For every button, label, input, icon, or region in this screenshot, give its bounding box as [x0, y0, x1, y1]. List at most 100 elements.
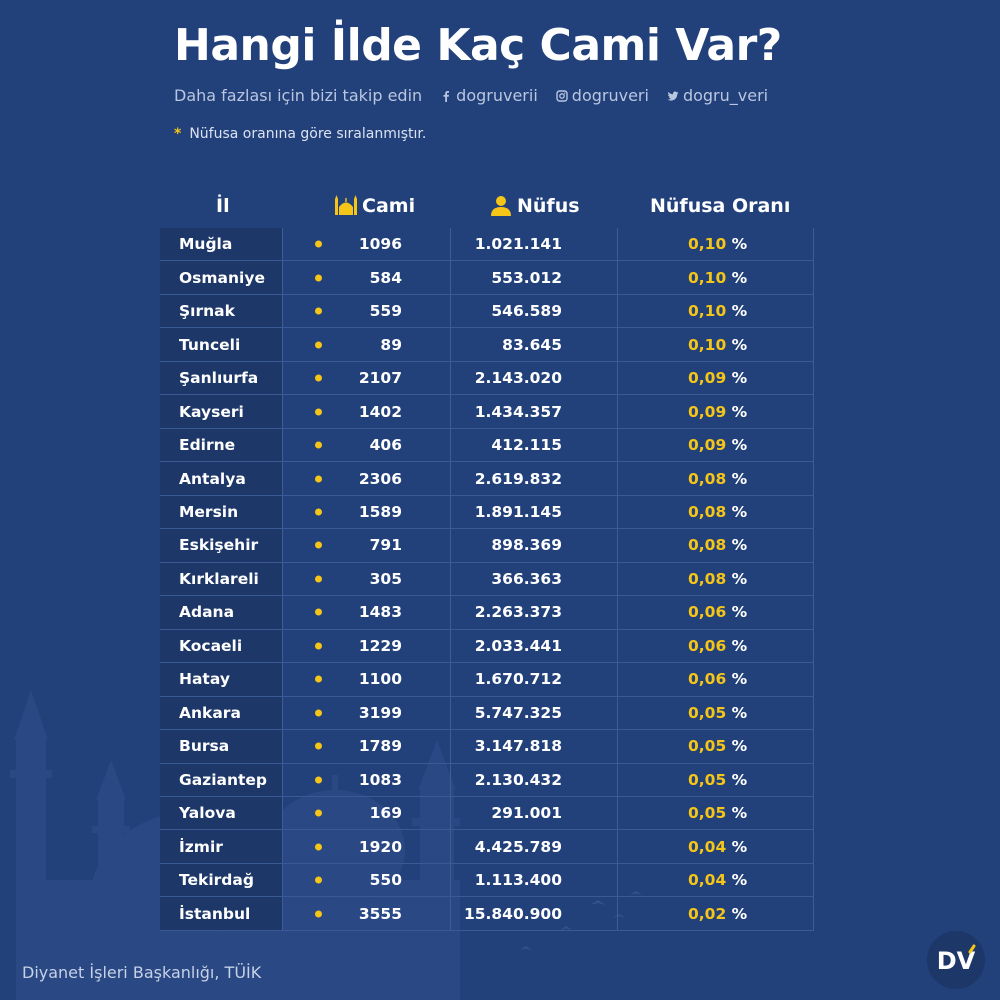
cell-oran-value: 0,08 — [688, 502, 727, 521]
cell-oran-value: 0,10 — [688, 335, 727, 354]
facebook-link[interactable]: dogruverii — [440, 86, 538, 105]
cell-cami: 1789 — [358, 737, 402, 756]
table-row: Adana 1483 2.263.373 0,06 % — [160, 596, 814, 630]
cell-oran-percent: % — [731, 837, 748, 856]
person-icon — [491, 196, 511, 216]
cell-oran-percent: % — [731, 235, 748, 254]
cell-cami: 169 — [369, 804, 402, 823]
cell-il: Hatay — [179, 670, 230, 689]
table-row: Bursa 1789 3.147.818 0,05 % — [160, 730, 814, 764]
cell-nufus: 898.369 — [491, 536, 562, 555]
cell-il: Edirne — [179, 436, 236, 455]
cell-nufus: 3.147.818 — [474, 737, 562, 756]
table-rows: Muğla 1096 1.021.141 0,10 % Osmaniye 584 553.0… — [160, 228, 814, 931]
twitter-handle: dogru_veri — [682, 86, 769, 105]
cell-oran: 0,06 % — [688, 603, 747, 621]
cell-nufus: 2.263.373 — [474, 603, 562, 622]
cell-oran-percent: % — [731, 737, 748, 756]
table-row: Eskişehir 791 898.369 0,08 % — [160, 529, 814, 563]
cell-oran: 0,04 % — [688, 838, 747, 856]
column-header-nufus-label: Nüfus — [517, 195, 580, 217]
row-dot-icon — [315, 307, 322, 315]
column-divider — [450, 228, 451, 931]
row-dot-icon — [315, 742, 322, 750]
cell-oran: 0,09 % — [688, 436, 747, 454]
row-dot-icon — [315, 541, 322, 549]
cell-cami: 2107 — [358, 369, 402, 388]
cell-cami: 1100 — [358, 670, 402, 689]
cell-oran-value: 0,06 — [688, 636, 727, 655]
cell-oran-percent: % — [731, 636, 748, 655]
twitter-link[interactable]: dogru_veri — [667, 86, 768, 105]
cell-oran-value: 0,02 — [688, 904, 727, 923]
table-row: Edirne 406 412.115 0,09 % — [160, 429, 814, 463]
cell-oran-percent: % — [731, 302, 748, 321]
cell-oran-value: 0,05 — [688, 737, 727, 756]
cell-nufus: 5.747.325 — [474, 703, 562, 722]
row-dot-icon — [315, 575, 322, 583]
instagram-handle: dogruveri — [571, 86, 649, 105]
twitter-icon — [667, 91, 679, 101]
cell-il: Antalya — [179, 469, 246, 488]
cell-oran-percent: % — [731, 904, 748, 923]
row-dot-icon — [315, 608, 322, 616]
cell-oran-value: 0,08 — [688, 469, 727, 488]
cell-il: Yalova — [179, 804, 236, 823]
table-row: Kayseri 1402 1.434.357 0,09 % — [160, 395, 814, 429]
cell-cami: 1229 — [358, 636, 402, 655]
row-dot-icon — [315, 274, 322, 282]
cell-oran-percent: % — [731, 369, 748, 388]
source-credit: Diyanet İşleri Başkanlığı, TÜİK — [22, 963, 262, 982]
follow-bar: Daha fazlası için bizi takip edin dogruv… — [174, 86, 814, 105]
row-dot-icon — [315, 441, 322, 449]
column-header-nufus: Nüfus — [489, 188, 580, 224]
cell-oran: 0,08 % — [688, 503, 747, 521]
cell-oran-value: 0,10 — [688, 302, 727, 321]
row-dot-icon — [315, 475, 322, 483]
cell-oran: 0,09 % — [688, 403, 747, 421]
cell-il: Tunceli — [179, 335, 241, 354]
table-row: Antalya 2306 2.619.832 0,08 % — [160, 462, 814, 496]
cell-cami: 584 — [369, 268, 402, 287]
data-table: Muğla 1096 1.021.141 0,10 % Osmaniye 584 553.0… — [160, 228, 814, 931]
cell-il: İzmir — [179, 837, 223, 856]
cell-cami: 1402 — [358, 402, 402, 421]
row-dot-icon — [315, 776, 322, 784]
cell-nufus: 1.891.145 — [474, 502, 562, 521]
note-marker: * — [174, 126, 182, 142]
instagram-link[interactable]: dogruveri — [556, 86, 649, 105]
cell-cami: 305 — [369, 569, 402, 588]
cell-oran-value: 0,10 — [688, 268, 727, 287]
cell-nufus: 412.115 — [491, 436, 562, 455]
cell-oran-percent: % — [731, 871, 748, 890]
cell-oran-value: 0,09 — [688, 402, 727, 421]
row-dot-icon — [315, 709, 322, 717]
cell-il: Şanlıurfa — [179, 369, 259, 388]
cell-il: Muğla — [179, 235, 233, 254]
cell-cami: 550 — [369, 871, 402, 890]
row-dot-icon — [315, 508, 322, 516]
cell-il: Mersin — [179, 502, 239, 521]
cell-oran-percent: % — [731, 603, 748, 622]
cell-oran: 0,05 % — [688, 704, 747, 722]
cell-nufus: 15.840.900 — [463, 904, 562, 923]
row-dot-icon — [315, 341, 322, 349]
cell-nufus: 291.001 — [491, 804, 562, 823]
cell-nufus: 546.589 — [491, 302, 562, 321]
cell-oran: 0,06 % — [688, 670, 747, 688]
column-divider — [813, 228, 814, 931]
cell-nufus: 83.645 — [502, 335, 562, 354]
cell-cami: 3199 — [358, 703, 402, 722]
cell-oran-value: 0,05 — [688, 703, 727, 722]
cell-nufus: 2.143.020 — [474, 369, 562, 388]
cell-oran-value: 0,06 — [688, 603, 727, 622]
cell-il: Şırnak — [179, 302, 235, 321]
table-row: Tekirdağ 550 1.113.400 0,04 % — [160, 864, 814, 898]
table-row: Osmaniye 584 553.012 0,10 % — [160, 261, 814, 295]
cell-il: Gaziantep — [179, 770, 268, 789]
cell-nufus: 1.434.357 — [474, 402, 562, 421]
page-title: Hangi İlde Kaç Cami Var? — [174, 20, 782, 71]
cell-cami: 1589 — [358, 502, 402, 521]
table-row: Kocaeli 1229 2.033.441 0,06 % — [160, 630, 814, 664]
cell-oran-percent: % — [731, 536, 748, 555]
